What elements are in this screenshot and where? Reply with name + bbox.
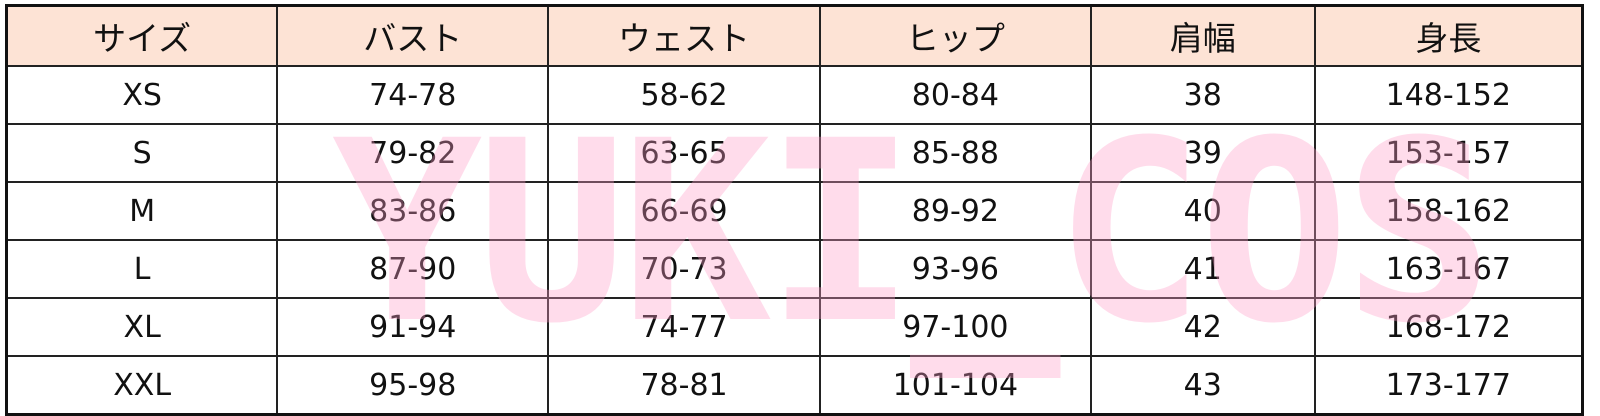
table-cell: 85-88 bbox=[818, 123, 1092, 183]
table-cell: XL bbox=[5, 297, 279, 357]
table-cell: 87-90 bbox=[276, 239, 550, 299]
table-cell: 43 bbox=[1089, 355, 1316, 416]
table-cell: XS bbox=[5, 65, 279, 125]
table-cell: 168-172 bbox=[1313, 297, 1584, 357]
table-row: XXL 95-98 78-81 101-104 43 173-177 bbox=[5, 355, 1584, 416]
column-header: 身長 bbox=[1313, 4, 1584, 67]
table-cell: 153-157 bbox=[1313, 123, 1584, 183]
table-cell: L bbox=[5, 239, 279, 299]
table-cell: 173-177 bbox=[1313, 355, 1584, 416]
table-cell: 93-96 bbox=[818, 239, 1092, 299]
table-cell: 163-167 bbox=[1313, 239, 1584, 299]
column-header: ウェスト bbox=[547, 4, 821, 67]
table-cell: 91-94 bbox=[276, 297, 550, 357]
column-header: サイズ bbox=[5, 4, 279, 67]
table-row: S 79-82 63-65 85-88 39 153-157 bbox=[5, 123, 1584, 183]
table-cell: 70-73 bbox=[547, 239, 821, 299]
table-cell: 83-86 bbox=[276, 181, 550, 241]
table-cell: 74-78 bbox=[276, 65, 550, 125]
table-cell: 95-98 bbox=[276, 355, 550, 416]
table-cell: 78-81 bbox=[547, 355, 821, 416]
size-chart-table: サイズ バスト ウェスト ヒップ 肩幅 身長 XS 74-78 58-62 80-84 38 148… bbox=[5, 4, 1584, 416]
table-cell: 39 bbox=[1089, 123, 1316, 183]
table-cell: 158-162 bbox=[1313, 181, 1584, 241]
table-cell: 38 bbox=[1089, 65, 1316, 125]
table-cell: 58-62 bbox=[547, 65, 821, 125]
table-cell: 89-92 bbox=[818, 181, 1092, 241]
table-cell: 42 bbox=[1089, 297, 1316, 357]
table-row: M 83-86 66-69 89-92 40 158-162 bbox=[5, 181, 1584, 241]
column-header: 肩幅 bbox=[1089, 4, 1316, 67]
column-header: バスト bbox=[276, 4, 550, 67]
table-cell: 97-100 bbox=[818, 297, 1092, 357]
table-cell: 41 bbox=[1089, 239, 1316, 299]
header-row: サイズ バスト ウェスト ヒップ 肩幅 身長 bbox=[5, 4, 1584, 67]
table-cell: 79-82 bbox=[276, 123, 550, 183]
table-cell: 66-69 bbox=[547, 181, 821, 241]
table-cell: 63-65 bbox=[547, 123, 821, 183]
table-cell: S bbox=[5, 123, 279, 183]
table-cell: 80-84 bbox=[818, 65, 1092, 125]
table-cell: XXL bbox=[5, 355, 279, 416]
table-cell: M bbox=[5, 181, 279, 241]
table-cell: 40 bbox=[1089, 181, 1316, 241]
column-header: ヒップ bbox=[818, 4, 1092, 67]
table-row: XS 74-78 58-62 80-84 38 148-152 bbox=[5, 65, 1584, 125]
table-cell: 101-104 bbox=[818, 355, 1092, 416]
table-row: L 87-90 70-73 93-96 41 163-167 bbox=[5, 239, 1584, 299]
table-row: XL 91-94 74-77 97-100 42 168-172 bbox=[5, 297, 1584, 357]
table-cell: 74-77 bbox=[547, 297, 821, 357]
table-cell: 148-152 bbox=[1313, 65, 1584, 125]
